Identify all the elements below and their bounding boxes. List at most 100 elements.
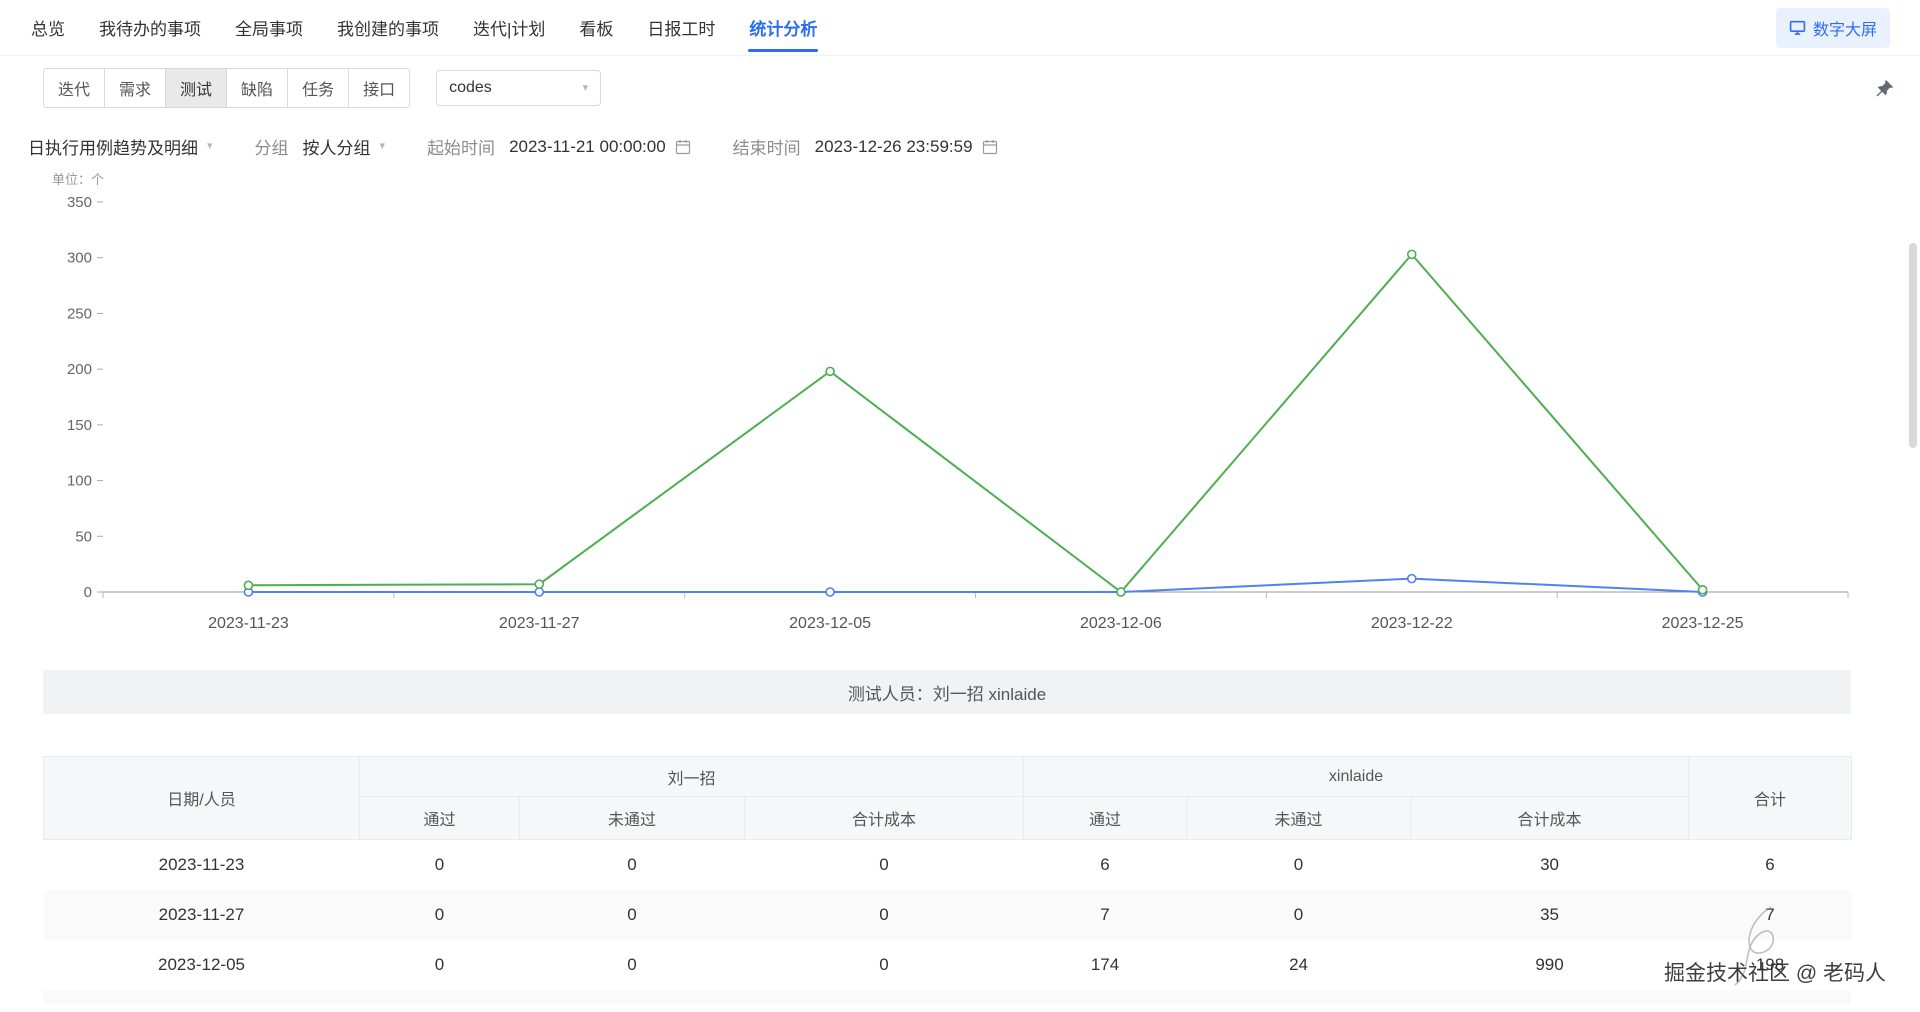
cell-value: 24 (1289, 954, 1308, 974)
svg-text:2023-12-06: 2023-12-06 (1080, 615, 1162, 632)
scrollbar-thumb[interactable] (1909, 243, 1917, 448)
trend-line-chart: 0 50 100 150 200 250 300 350 2023-11-23 2023-11-2… (67, 194, 1849, 632)
report-type-dropdown[interactable]: 日执行用例趋势及明细 ▾ (28, 134, 213, 159)
header-group-1: 刘一招 (358, 756, 1025, 797)
svg-text:2023-12-05: 2023-12-05 (789, 615, 871, 632)
header-date-person: 日期/人员 (43, 756, 360, 840)
svg-text:200: 200 (67, 361, 92, 378)
start-time-value: 2023-11-21 00:00:00 (509, 136, 666, 156)
digital-big-screen-label: 数字大屏 (1812, 21, 1877, 39)
module-tab-0[interactable]: 迭代 (43, 68, 106, 108)
header-cost-1: 合计成本 (743, 796, 1025, 840)
chevron-down-icon: ▾ (379, 140, 386, 152)
nav-item-3[interactable]: 我创建的事项 (337, 20, 439, 39)
module-toolbar: 迭代 需求 测试 缺陷 任务 接口 codes ▾ (43, 68, 1894, 108)
report-type-value: 日执行用例趋势及明细 (28, 139, 198, 158)
module-tab-4[interactable]: 任务 (287, 68, 350, 108)
cell-value: 6 (1100, 854, 1110, 874)
cell-value: 0 (627, 904, 637, 924)
chevron-down-icon: ▾ (207, 140, 213, 152)
header-total: 合计 (1688, 756, 1853, 840)
header-cost-2: 合计成本 (1410, 796, 1690, 840)
calendar-icon (675, 139, 691, 155)
nav-item-4[interactable]: 迭代|计划 (473, 20, 546, 39)
end-time-value: 2023-12-26 23:59:59 (814, 136, 973, 156)
cell-date: 2023-11-27 (158, 904, 245, 924)
svg-text:2023-11-27: 2023-11-27 (499, 615, 580, 632)
screen-icon (1789, 19, 1806, 36)
module-tab-3[interactable]: 缺陷 (226, 68, 289, 108)
header-pass-1: 通过 (359, 796, 520, 840)
header-fail-2: 未通过 (1186, 796, 1412, 840)
cell-value: 6 (1765, 854, 1775, 874)
cell-date: 2023-11-23 (158, 854, 245, 874)
tester-bar-text: 测试人员：刘一招 xinlaide (847, 684, 1047, 704)
cell-value: 174 (1090, 954, 1120, 974)
cell-value: 0 (627, 854, 637, 874)
table-row: 2023-11-23 0 0 0 6 0 30 6 (44, 840, 1852, 890)
module-tab-1[interactable]: 需求 (104, 68, 167, 108)
signature-scribble (1734, 906, 1775, 986)
digital-big-screen-button[interactable]: 数字大屏 (1775, 7, 1890, 48)
cell-value: 0 (434, 954, 445, 974)
svg-text:50: 50 (75, 528, 92, 545)
cell-value: 990 (1535, 954, 1564, 974)
filter-bar: 日执行用例趋势及明细 ▾ 分组 按人分组 ▾ 起始时间 2023-11-21 0… (28, 134, 1894, 159)
start-time-label: 起始时间 (427, 139, 496, 158)
module-tab-5[interactable]: 接口 (348, 68, 411, 108)
cell-value: 0 (434, 904, 445, 924)
svg-text:150: 150 (67, 417, 92, 434)
cell-value: 7 (1100, 904, 1110, 924)
cell-value: 30 (1540, 854, 1559, 874)
svg-text:250: 250 (67, 305, 92, 322)
module-tab-2[interactable]: 测试 (165, 68, 228, 108)
cell-value: 0 (1293, 854, 1304, 874)
cell-value: 35 (1540, 904, 1559, 924)
chevron-down-icon: ▾ (582, 81, 589, 94)
nav-item-0[interactable]: 总览 (31, 20, 65, 39)
nav-item-5[interactable]: 看板 (579, 20, 614, 39)
end-time-picker[interactable]: 2023-12-26 23:59:59 (815, 137, 998, 157)
cell-value: 0 (434, 854, 445, 874)
watermark: 掘金技术社区 @ 老码人 (1664, 962, 1886, 985)
end-time-label: 结束时间 (732, 139, 801, 158)
cell-value: 0 (1293, 904, 1304, 924)
codes-select[interactable]: codes ▾ (436, 70, 602, 106)
table-row: 2023-12-05 0 0 0 174 24 990 198 (44, 940, 1852, 990)
nav-item-1[interactable]: 我待办的事项 (99, 20, 201, 39)
module-tabs: 迭代 需求 测试 缺陷 任务 接口 (43, 68, 411, 108)
cell-value: 0 (879, 954, 889, 974)
start-time-picker[interactable]: 2023-11-21 00:00:00 (509, 137, 691, 157)
detail-table: 日期/人员 刘一招 xinlaide 合计 通过 未通过 合计成本 通过 未通过… (43, 756, 1853, 990)
calendar-icon (982, 139, 998, 155)
svg-text:350: 350 (67, 194, 92, 211)
cell-value: 0 (879, 904, 889, 924)
header-fail-1: 未通过 (519, 796, 745, 840)
svg-text:2023-11-23: 2023-11-23 (208, 615, 289, 632)
header-pass-2: 通过 (1023, 796, 1188, 840)
nav-item-2[interactable]: 全局事项 (235, 20, 303, 39)
svg-text:2023-12-25: 2023-12-25 (1662, 615, 1744, 632)
svg-text:300: 300 (67, 250, 92, 267)
svg-text:2023-12-22: 2023-12-22 (1371, 615, 1453, 632)
cell-value: 0 (879, 854, 889, 874)
tester-bar: 测试人员：刘一招 xinlaide (43, 670, 1851, 714)
partial-next-row (43, 989, 1851, 1004)
table-body: 2023-11-23 0 0 0 6 0 30 6 2023-11-27 0 0 0 7 0 35 7 2023… (43, 840, 1852, 990)
top-nav-items: 总览 我待办的事项 全局事项 我创建的事项 迭代|计划 看板 日报工时 统计分析 (30, 9, 819, 52)
nav-item-7[interactable]: 统计分析 (748, 9, 819, 52)
chart-unit-label: 单位：个 (52, 172, 105, 187)
cell-value: 7 (1765, 904, 1775, 924)
svg-text:100: 100 (67, 473, 92, 490)
nav-item-6[interactable]: 日报工时 (647, 20, 716, 39)
cell-value: 0 (627, 954, 637, 974)
pin-icon[interactable] (1875, 79, 1894, 98)
top-nav: 总览 我待办的事项 全局事项 我创建的事项 迭代|计划 看板 日报工时 统计分析 数字大屏 (0, 0, 1920, 56)
cell-value: 198 (1755, 954, 1785, 974)
cell-date: 2023-12-05 (158, 954, 245, 974)
codes-select-value: codes (449, 79, 492, 96)
svg-text:0: 0 (84, 584, 92, 601)
group-value: 按人分组 (302, 139, 371, 158)
group-dropdown[interactable]: 按人分组 ▾ (303, 134, 386, 159)
table-row: 2023-11-27 0 0 0 7 0 35 7 (43, 889, 1852, 940)
